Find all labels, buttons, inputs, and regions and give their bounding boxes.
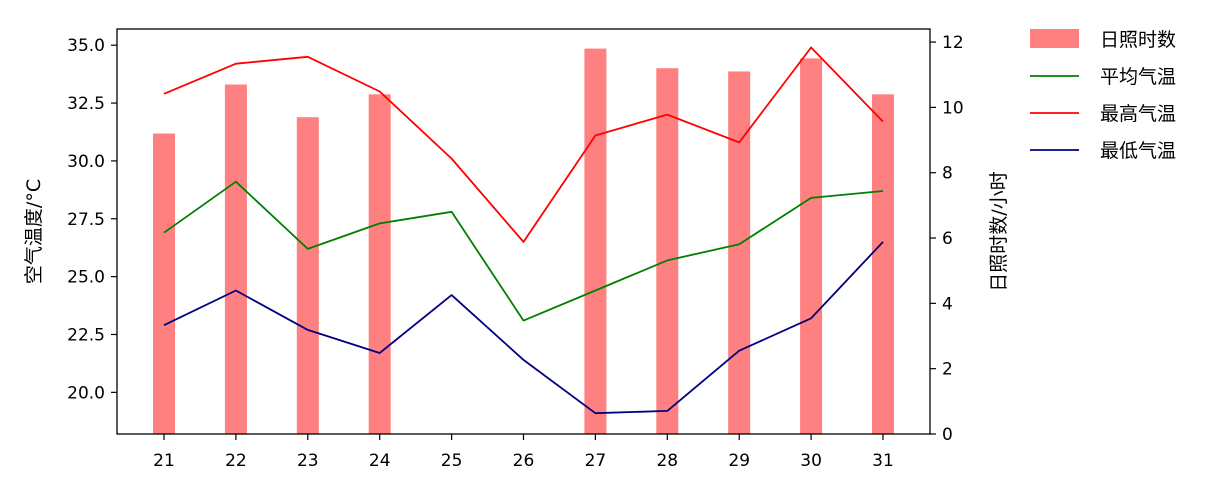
legend-label-series-3: 最低气温: [1100, 140, 1176, 162]
y-tick-label: 27.5: [67, 210, 105, 230]
bar-29: [728, 71, 751, 434]
y-axis-right: 0 2 4 6 8 10 12: [930, 33, 964, 445]
x-tick-label: 27: [585, 451, 607, 471]
x-tick-label: 23: [297, 451, 319, 471]
legend-label-bars: 日照时数: [1100, 29, 1176, 51]
y-tick-label: 25.0: [67, 268, 105, 288]
y2-axis-label: 日照时数/小时: [988, 171, 1010, 291]
x-tick-label: 28: [656, 451, 678, 471]
y2-tick-label: 6: [942, 229, 953, 249]
x-axis: 21 22 23 24 25 26 27 28 29 30 31: [153, 434, 894, 471]
y-axis-left: 20.0 22.5 25.0 27.5 30.0 32.5 35.0: [67, 36, 117, 403]
x-tick-label: 22: [225, 451, 247, 471]
x-tick-label: 25: [441, 451, 463, 471]
y-tick-label: 35.0: [67, 36, 105, 56]
x-tick-label: 24: [369, 451, 391, 471]
x-tick-label: 29: [728, 451, 750, 471]
y2-tick-label: 0: [942, 425, 953, 445]
bar-27: [584, 48, 607, 435]
legend-label-series-1: 平均气温: [1100, 66, 1176, 88]
series-line-3: [163, 241, 884, 415]
lines-layer: [163, 46, 884, 415]
x-tick-label: 30: [800, 451, 822, 471]
legend-label-series-2: 最高气温: [1100, 103, 1176, 125]
y2-tick-label: 4: [942, 294, 953, 314]
y-tick-label: 32.5: [67, 94, 105, 114]
y-tick-label: 30.0: [67, 152, 105, 172]
y-axis-label: 空气温度/°C: [23, 179, 45, 284]
bar-31: [872, 94, 894, 435]
bar-22: [224, 84, 247, 434]
bar-24: [368, 94, 391, 435]
y2-tick-label: 10: [942, 98, 964, 118]
y-tick-label: 20.0: [67, 383, 105, 403]
bars-layer: [153, 48, 894, 435]
x-tick-label: 26: [513, 451, 535, 471]
y2-tick-label: 8: [942, 164, 953, 184]
y-tick-label: 22.5: [67, 325, 105, 345]
legend-swatch-bars: [1030, 29, 1079, 48]
bar-21: [153, 133, 175, 435]
bar-23: [296, 117, 319, 434]
y2-tick-label: 12: [942, 33, 964, 53]
bar-28: [656, 68, 679, 435]
y2-tick-label: 2: [942, 360, 953, 380]
series-line-1: [163, 180, 884, 322]
x-tick-label: 31: [872, 451, 894, 471]
x-tick-label: 21: [153, 451, 175, 471]
series-line-2: [163, 46, 884, 243]
bar-30: [800, 58, 823, 434]
